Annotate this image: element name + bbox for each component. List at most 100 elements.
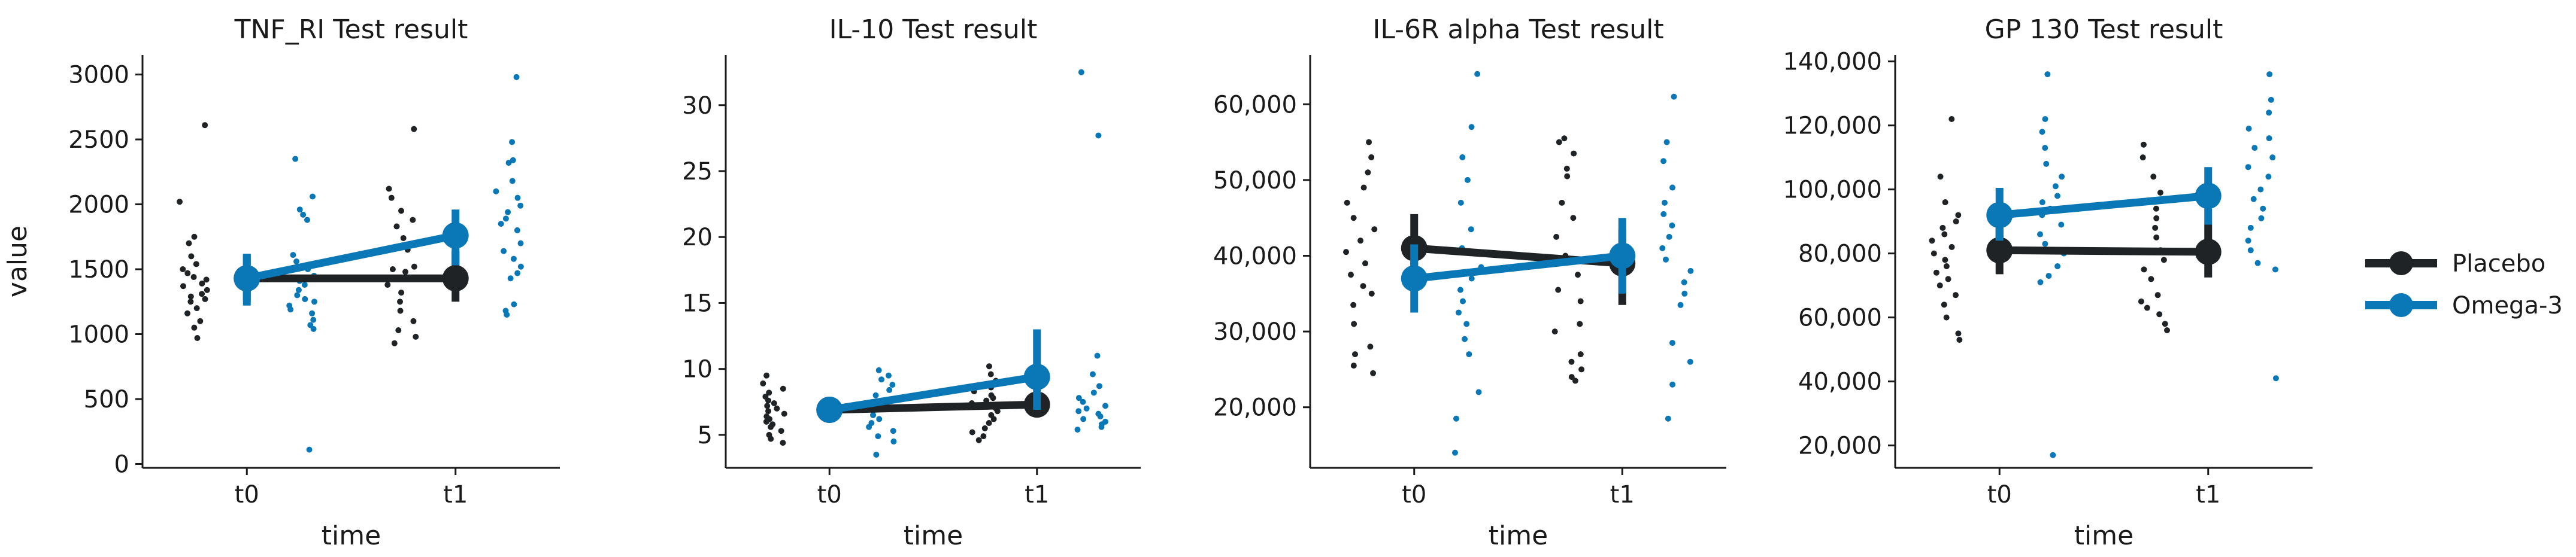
- strip-point-placebo: [191, 324, 198, 331]
- strip-point-placebo: [969, 429, 975, 436]
- x-tick-label: t0: [1987, 481, 2012, 509]
- strip-point-placebo: [2164, 327, 2171, 333]
- strip-point-omega3: [2042, 145, 2048, 151]
- strip-point-omega3: [2247, 247, 2254, 254]
- strip-point-omega3: [1464, 176, 1471, 183]
- mean-line-placebo: [1999, 246, 2208, 256]
- strip-point-omega3: [1677, 302, 1684, 308]
- strip-point-omega3: [2039, 199, 2045, 206]
- strip-point-omega3: [300, 211, 307, 218]
- strip-point-placebo: [1941, 302, 1947, 308]
- strip-point-placebo: [1350, 363, 1357, 369]
- strip-point-omega3: [2036, 231, 2043, 238]
- strip-point-omega3: [306, 446, 313, 453]
- strip-point-omega3: [2272, 266, 2278, 273]
- strip-point-omega3: [517, 202, 524, 209]
- strip-point-placebo: [397, 308, 404, 314]
- strip-point-placebo: [1948, 115, 1955, 122]
- y-axis-label: value: [2, 226, 33, 297]
- strip-point-omega3: [501, 248, 507, 254]
- strip-point-placebo: [1556, 139, 1562, 145]
- strip-point-omega3: [498, 221, 504, 227]
- mean-marker-omega3: [442, 222, 469, 249]
- x-tick-label: t1: [1610, 481, 1635, 509]
- strip-point-placebo: [1943, 263, 1950, 270]
- y-tick-label: 15: [682, 290, 713, 317]
- mean-marker-placebo: [442, 265, 469, 292]
- strip-point-omega3: [1687, 267, 1694, 274]
- strip-point-placebo: [188, 253, 195, 260]
- strip-point-omega3: [2245, 126, 2252, 132]
- strip-point-placebo: [1568, 374, 1575, 381]
- strip-point-placebo: [1360, 184, 1367, 191]
- mean-marker-placebo: [1986, 237, 2013, 264]
- strip-point-omega3: [517, 263, 524, 270]
- strip-point-omega3: [1075, 408, 1082, 415]
- strip-point-placebo: [1362, 260, 1368, 267]
- strip-point-placebo: [186, 240, 192, 246]
- strip-point-omega3: [493, 188, 499, 194]
- strip-point-omega3: [2266, 109, 2272, 116]
- strip-point-omega3: [1468, 226, 1474, 233]
- strip-point-placebo: [1344, 199, 1350, 206]
- panel-2: 5 10 15 20 25 30 t0 t1 IL-10 Test result time: [682, 14, 1141, 551]
- x-axis-label: time: [322, 521, 381, 551]
- mean-marker-omega3: [2195, 182, 2222, 209]
- strip-point-omega3: [310, 316, 317, 323]
- strip-point-omega3: [1660, 158, 1667, 165]
- strip-point-placebo: [766, 389, 772, 396]
- strip-point-omega3: [507, 275, 514, 282]
- strip-point-placebo: [398, 208, 405, 214]
- x-tick-label: t1: [1025, 481, 1049, 509]
- x-axis-label: time: [1489, 521, 1548, 551]
- strip-point-placebo: [1939, 224, 1946, 231]
- strip-point-omega3: [2039, 129, 2045, 135]
- strip-point-omega3: [1669, 184, 1676, 191]
- strip-point-placebo: [410, 217, 416, 223]
- x-tick-label: t1: [443, 481, 468, 509]
- strip-point-placebo: [187, 293, 194, 300]
- strip-point-placebo: [1571, 150, 1577, 157]
- strip-point-placebo: [391, 340, 398, 346]
- y-tick-label: 120,000: [1783, 112, 1882, 140]
- strip-point-placebo: [184, 310, 190, 316]
- strip-point-omega3: [2258, 215, 2265, 221]
- strip-point-omega3: [292, 156, 299, 162]
- mean-line-omega3: [829, 373, 1038, 414]
- strip-point-placebo: [2154, 292, 2161, 299]
- strip-point-placebo: [1555, 287, 1562, 293]
- strip-point-omega3: [301, 282, 308, 288]
- chart-title: TNF_RI Test result: [234, 14, 468, 45]
- strip-point-omega3: [296, 206, 303, 213]
- strip-point-placebo: [768, 424, 774, 430]
- strip-point-omega3: [2042, 115, 2048, 122]
- strip-point-omega3: [1078, 69, 1084, 75]
- mean-marker-omega3: [1986, 202, 2013, 229]
- strip-point-omega3: [502, 215, 509, 222]
- strip-point-placebo: [1577, 298, 1584, 305]
- y-tick-label: 30,000: [1213, 318, 1297, 346]
- strip-point-placebo: [1559, 199, 1565, 206]
- strip-point-omega3: [293, 258, 300, 264]
- strip-point-placebo: [1365, 169, 1371, 176]
- strip-point-omega3: [1665, 415, 1671, 422]
- strip-point-omega3: [310, 325, 317, 332]
- x-axis-label: time: [904, 521, 963, 551]
- strip-point-placebo: [1564, 173, 1571, 179]
- y-tick-label: 20,000: [1213, 394, 1297, 422]
- legend-omega-label: Omega-3: [2452, 292, 2563, 319]
- strip-point-placebo: [191, 233, 198, 240]
- mean-marker-omega3: [816, 397, 843, 424]
- strip-point-placebo: [1955, 330, 1962, 337]
- mean-marker-omega3: [1609, 242, 1636, 269]
- strip-point-placebo: [763, 372, 770, 379]
- strip-point-omega3: [2250, 196, 2257, 202]
- y-tick-label: 10: [682, 356, 713, 383]
- strip-point-placebo: [180, 266, 186, 273]
- strip-point-placebo: [2157, 190, 2163, 196]
- strip-point-omega3: [514, 270, 521, 276]
- strip-point-omega3: [1083, 405, 1090, 412]
- strip-point-placebo: [2153, 205, 2159, 212]
- strip-point-placebo: [393, 223, 400, 230]
